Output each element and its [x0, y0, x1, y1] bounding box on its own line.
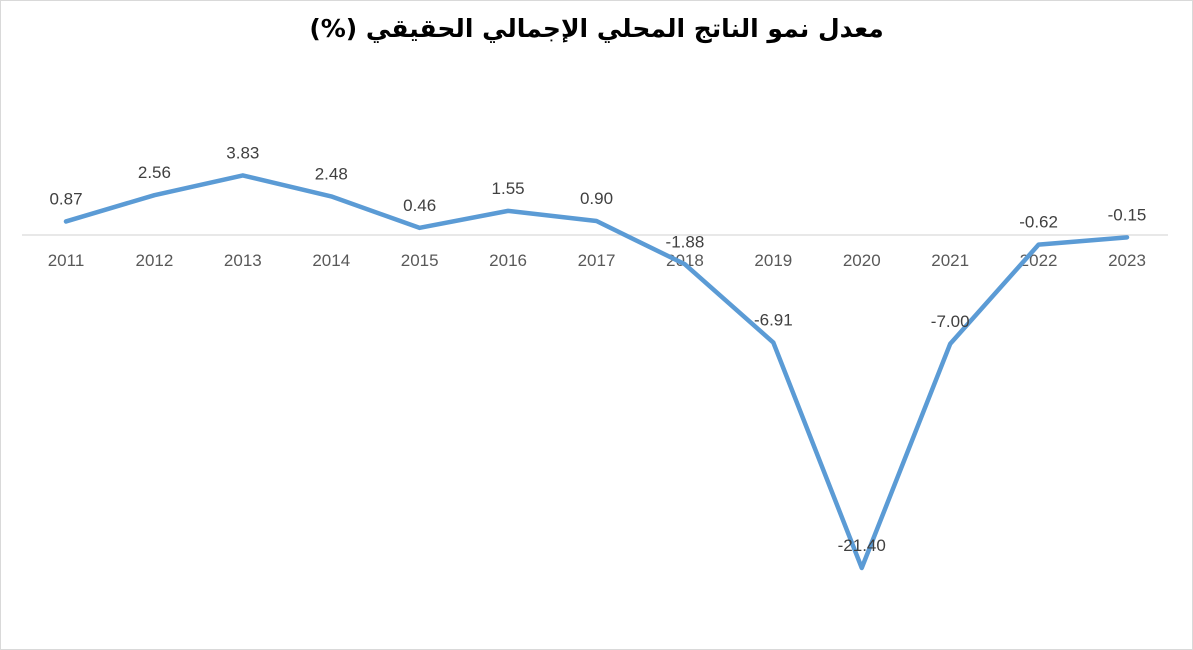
- x-tick-label-2021: 2021: [931, 251, 969, 270]
- data-label-2016: 1.55: [492, 179, 525, 198]
- x-tick-label-2023: 2023: [1108, 251, 1146, 270]
- data-label-2022: -0.62: [1019, 213, 1058, 232]
- x-tick-label-2017: 2017: [578, 251, 616, 270]
- data-label-2017: 0.90: [580, 189, 613, 208]
- data-label-2011: 0.87: [49, 189, 82, 208]
- x-tick-label-2018: 2018: [666, 251, 704, 270]
- data-label-2012: 2.56: [138, 163, 171, 182]
- gdp-growth-line: [63, 173, 1130, 571]
- x-tick-label-2014: 2014: [312, 251, 350, 270]
- x-tick-label-2016: 2016: [489, 251, 527, 270]
- data-labels: 0.87 2.56 3.83 2.48 0.46 1.55 0.90 -1.88 -6.91 -2…: [49, 143, 1146, 555]
- x-tick-label-2013: 2013: [224, 251, 262, 270]
- data-label-2019: -6.91: [754, 311, 793, 330]
- data-label-2020: -21.40: [838, 536, 886, 555]
- data-label-2014: 2.48: [315, 164, 348, 183]
- data-label-2021: -7.00: [931, 312, 970, 331]
- x-tick-label-2011: 2011: [48, 251, 85, 270]
- x-tick-label-2020: 2020: [843, 251, 881, 270]
- x-tick-labels: 2011 2012 2013 2014 2015 2016 2017 2018 2019 2020…: [48, 251, 1146, 270]
- data-label-2013: 3.83: [226, 143, 259, 162]
- x-tick-label-2015: 2015: [401, 251, 439, 270]
- x-tick-label-2019: 2019: [754, 251, 792, 270]
- data-label-2023: -0.15: [1108, 205, 1147, 224]
- data-label-2015: 0.46: [403, 196, 436, 215]
- chart-title: معدل نمو الناتج المحلي الإجمالي الحقيقي …: [309, 14, 884, 43]
- x-tick-label-2012: 2012: [136, 251, 174, 270]
- data-label-2018: -1.88: [666, 232, 705, 251]
